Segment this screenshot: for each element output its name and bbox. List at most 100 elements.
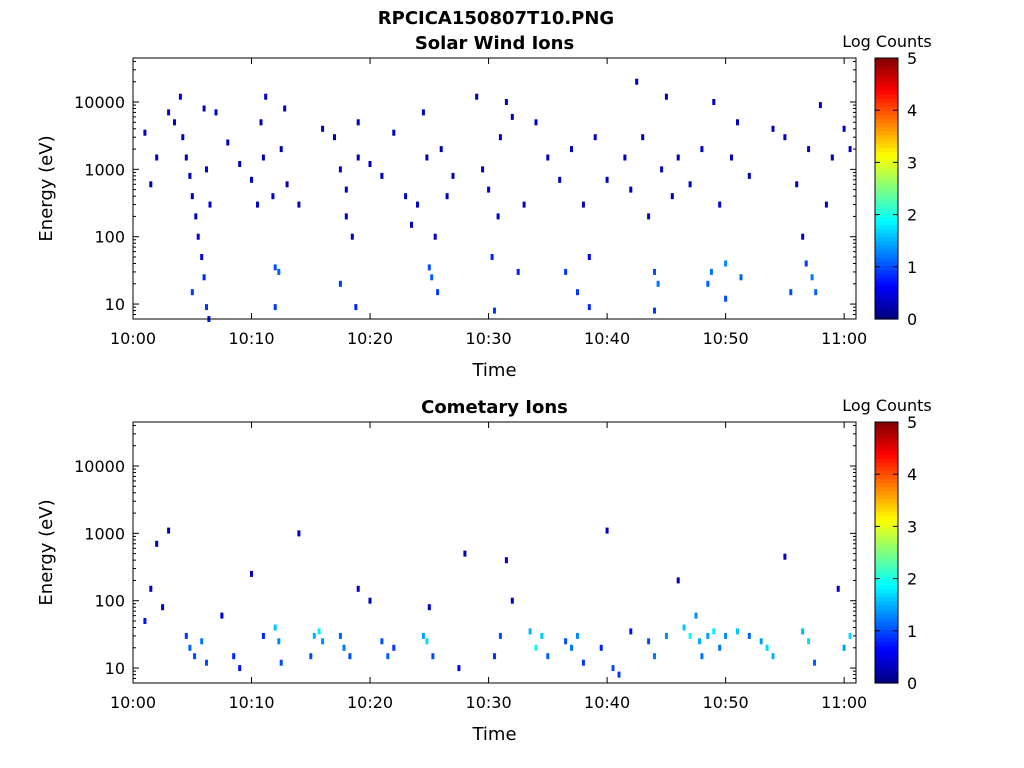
colorbar-segment <box>875 536 898 541</box>
colorbar-segment <box>875 168 898 173</box>
colorbar-segment <box>875 74 898 79</box>
colorbar-segment <box>875 237 898 243</box>
colorbar-segment <box>875 245 898 251</box>
data-cell <box>712 628 716 635</box>
colorbar-segment <box>875 290 898 296</box>
colorbar-segment <box>875 86 898 92</box>
colorbar-segment <box>875 642 898 647</box>
data-cell <box>356 585 360 592</box>
data-cell <box>202 274 206 281</box>
data-cell <box>321 638 325 645</box>
colorbar-segment <box>875 221 898 226</box>
colorbar-segment <box>875 479 898 484</box>
x-tick-label: 10:40 <box>584 329 630 348</box>
data-cell <box>795 181 799 188</box>
data-cell <box>161 604 165 611</box>
data-cell <box>623 154 627 161</box>
colorbar-segment <box>875 556 898 562</box>
data-cell <box>706 632 710 639</box>
data-cell <box>807 146 811 153</box>
data-cell <box>647 638 651 645</box>
data-cell <box>676 154 680 161</box>
colorbar-segment <box>875 658 898 664</box>
data-cell <box>487 186 491 193</box>
colorbar-segment <box>875 278 898 283</box>
colorbar-segment <box>875 634 898 639</box>
data-cell <box>143 618 147 624</box>
data-cell <box>425 154 429 161</box>
colorbar-segment <box>875 106 898 112</box>
colorbar-segment <box>875 196 898 202</box>
data-cell <box>273 264 277 271</box>
data-cell <box>356 154 360 161</box>
colorbar-segment <box>875 233 898 239</box>
colorbar-tick-label: 1 <box>907 258 917 277</box>
colorbar-segment <box>875 491 898 497</box>
data-cell <box>321 125 325 132</box>
data-cell <box>581 659 585 666</box>
colorbar-segment <box>875 298 898 304</box>
colorbar-segment <box>875 180 898 186</box>
colorbar-segment <box>875 462 898 468</box>
data-cell <box>421 109 425 116</box>
colorbar-tick-label: 2 <box>907 570 917 589</box>
data-cell <box>493 307 496 314</box>
colorbar-segment <box>875 564 898 570</box>
colorbar-segment <box>875 662 898 668</box>
colorbar-segment <box>875 442 898 448</box>
data-cell <box>660 166 664 173</box>
data-cell <box>813 659 816 666</box>
colorbar-segment <box>875 229 898 234</box>
data-cell <box>605 527 609 534</box>
data-cell <box>439 146 443 153</box>
data-cell <box>167 109 171 116</box>
data-cell <box>445 193 449 200</box>
data-cell <box>759 638 763 645</box>
colorbar-segment <box>875 576 898 582</box>
colorbar-segment <box>875 208 898 214</box>
data-cell <box>259 119 263 126</box>
colorbar-segment <box>875 265 898 271</box>
data-cell <box>522 201 526 208</box>
data-cell <box>149 181 153 188</box>
colorbar-segment <box>875 613 898 619</box>
data-cell <box>771 125 775 132</box>
data-cell <box>200 638 204 645</box>
data-cell <box>576 289 579 296</box>
data-cell <box>783 134 787 141</box>
colorbar-segment <box>875 306 898 312</box>
colorbar-segment <box>875 466 898 472</box>
data-cell <box>498 134 502 141</box>
colorbar-segment <box>875 188 898 194</box>
data-cell <box>273 624 277 631</box>
data-cell <box>706 280 710 287</box>
data-cell <box>765 644 769 651</box>
data-cell <box>653 268 656 275</box>
data-cell <box>647 213 651 220</box>
colorbar-segment <box>875 212 898 218</box>
x-axis-label: Time <box>471 360 516 381</box>
colorbar-segment <box>875 528 898 533</box>
x-tick-label: 10:20 <box>347 693 393 712</box>
data-cell <box>202 105 206 112</box>
data-cell <box>279 146 283 153</box>
colorbar-tick-label: 0 <box>907 674 917 693</box>
colorbar-segment <box>875 184 898 190</box>
colorbar-segment <box>875 646 898 651</box>
colorbar-segment <box>875 540 898 545</box>
data-cell <box>617 671 621 678</box>
data-cell <box>427 264 431 271</box>
colorbar-segment <box>875 302 898 308</box>
colorbar-segment <box>875 523 898 529</box>
data-cell <box>309 653 313 660</box>
colorbar-segment <box>875 650 898 656</box>
data-cell <box>712 99 716 105</box>
colorbar-segment <box>875 135 898 141</box>
data-cell <box>698 638 701 645</box>
data-cell <box>451 172 455 179</box>
data-cell <box>656 280 660 287</box>
data-cell <box>173 119 176 126</box>
data-cell <box>558 176 562 183</box>
panel-title: Solar Wind Ions <box>415 33 574 54</box>
data-cell <box>354 304 358 311</box>
